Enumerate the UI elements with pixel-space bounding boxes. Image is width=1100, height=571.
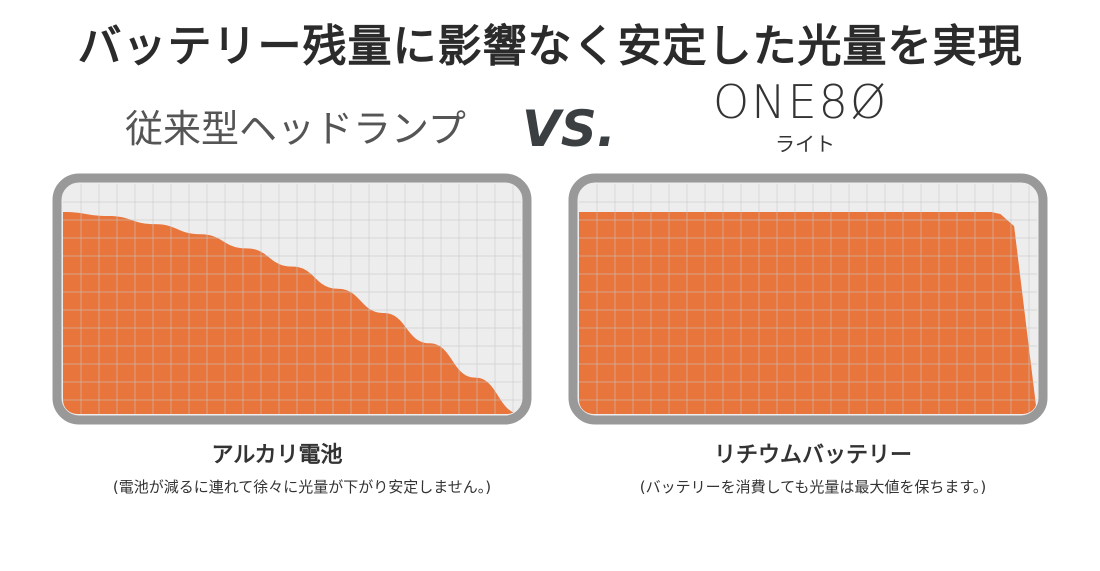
chart-grid-lithium bbox=[579, 184, 1037, 414]
chart-area-lithium bbox=[579, 212, 1037, 414]
conventional-headlamp-label: 従来型ヘッドランプ bbox=[125, 107, 466, 151]
chart-note-lithium: (バッテリーを消費しても光量は最大値を保ちます。) bbox=[639, 478, 987, 496]
chart-frame-lithium bbox=[568, 173, 1048, 425]
chart-note-alkaline: (電池が減るに連れて徐々に光量が下がり安定しません。) bbox=[112, 478, 492, 496]
chart-grid-alkaline bbox=[63, 184, 521, 414]
brand-subtitle: ライト bbox=[775, 132, 835, 156]
chart-frame-alkaline bbox=[52, 173, 532, 425]
headline: バッテリー残量に影響なく安定した光量を実現 bbox=[77, 21, 1023, 72]
chart-title-alkaline: アルカリ電池 bbox=[211, 443, 343, 468]
brand-logo: ONE8Ø ライト bbox=[713, 74, 903, 156]
brand-name: ONE8Ø bbox=[713, 75, 889, 129]
chart-title-lithium: リチウムバッテリー bbox=[713, 443, 912, 468]
versus-label: VS. bbox=[522, 100, 616, 158]
